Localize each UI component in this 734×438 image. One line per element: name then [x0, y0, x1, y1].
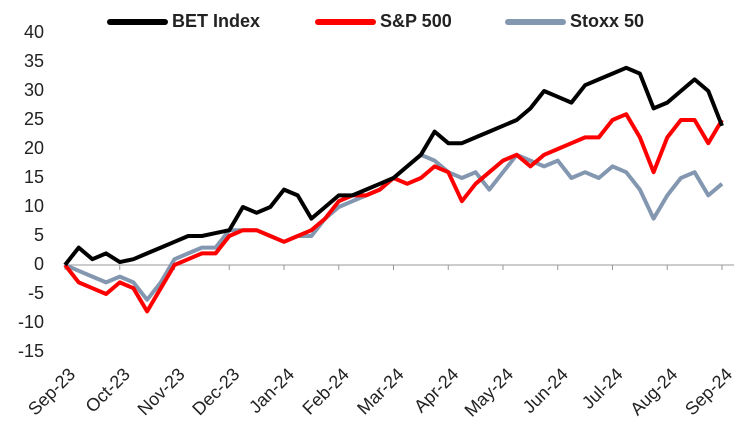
x-tick-label: Jun-24: [519, 364, 572, 417]
y-tick-label: 40: [24, 22, 44, 42]
x-tick-label: Jul-24: [578, 364, 627, 413]
legend-label: BET Index: [172, 11, 260, 31]
legend-label: S&P 500: [380, 11, 452, 31]
y-tick-label: -10: [18, 312, 44, 332]
x-tick-label: Jan-24: [245, 364, 298, 417]
y-tick-label: 25: [24, 109, 44, 129]
y-tick-label: 5: [34, 225, 44, 245]
x-tick-label: Oct-23: [82, 364, 134, 416]
x-tick-label: May-24: [461, 364, 518, 421]
legend-label: Stoxx 50: [570, 11, 644, 31]
series-line: [63, 65, 724, 267]
y-tick-label: 30: [24, 80, 44, 100]
x-tick-label: Aug-24: [626, 364, 681, 419]
x-tick-label: Nov-23: [134, 364, 189, 419]
x-tick-label: Apr-24: [410, 364, 462, 416]
y-tick-label: 10: [24, 196, 44, 216]
series-line: [63, 112, 724, 314]
y-tick-label: -15: [18, 341, 44, 361]
x-tick-label: Feb-24: [298, 364, 352, 418]
x-tick-label: Sep-23: [24, 364, 79, 419]
y-tick-label: 0: [34, 254, 44, 274]
y-tick-label: -5: [28, 283, 44, 303]
x-tick-label: Sep-24: [681, 364, 734, 419]
y-tick-label: 20: [24, 138, 44, 158]
y-tick-label: 15: [24, 167, 44, 187]
x-tick-label: Mar-24: [353, 364, 407, 418]
y-tick-label: 35: [24, 51, 44, 71]
x-tick-label: Dec-23: [188, 364, 243, 419]
